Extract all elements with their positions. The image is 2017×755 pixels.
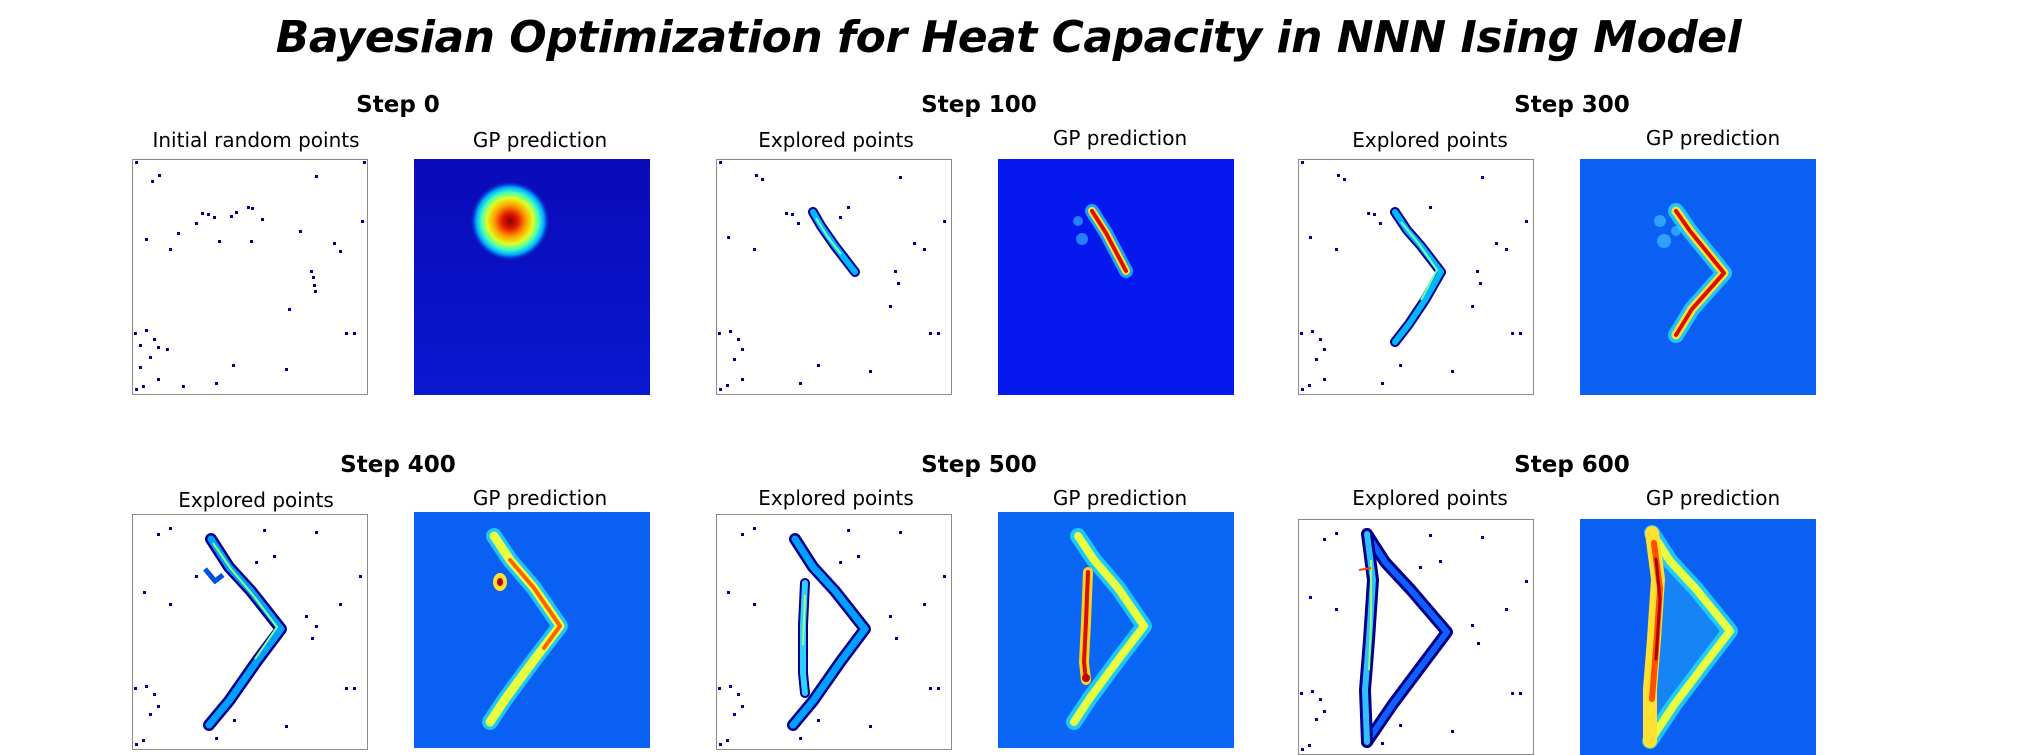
explored-label: Explored points (1352, 486, 1508, 510)
step-label: Step 0 (356, 92, 440, 118)
step-label: Step 600 (1514, 452, 1630, 478)
explored-points-plot (1298, 159, 1534, 395)
explored-label: Explored points (758, 486, 914, 510)
gp-label: GP prediction (472, 128, 608, 152)
explored-points-plot (132, 514, 368, 750)
gp-label: GP prediction (1052, 486, 1188, 510)
gp-prediction-heatmap (414, 512, 650, 748)
gp-prediction-heatmap (998, 512, 1234, 748)
step-label: Step 500 (921, 452, 1037, 478)
gp-prediction-heatmap (1580, 159, 1816, 395)
explored-label: Explored points (178, 488, 334, 512)
explored-points-plot (1298, 519, 1534, 755)
step-label: Step 400 (340, 452, 456, 478)
explored-points-plot (716, 514, 952, 750)
gp-label: GP prediction (1052, 126, 1188, 150)
explored-label: Initial random points (152, 128, 360, 152)
step-label: Step 100 (921, 92, 1037, 118)
gp-label: GP prediction (1645, 486, 1781, 510)
explored-points-plot (132, 159, 368, 395)
explored-label: Explored points (1352, 128, 1508, 152)
gp-prediction-heatmap (414, 159, 650, 395)
gp-prediction-heatmap (998, 159, 1234, 395)
step-label: Step 300 (1514, 92, 1630, 118)
explored-points-plot (716, 159, 952, 395)
gp-label: GP prediction (472, 486, 608, 510)
gp-label: GP prediction (1645, 126, 1781, 150)
gp-prediction-heatmap (1580, 519, 1816, 755)
figure-title: Bayesian Optimization for Heat Capacity … (275, 12, 1742, 63)
explored-label: Explored points (758, 128, 914, 152)
